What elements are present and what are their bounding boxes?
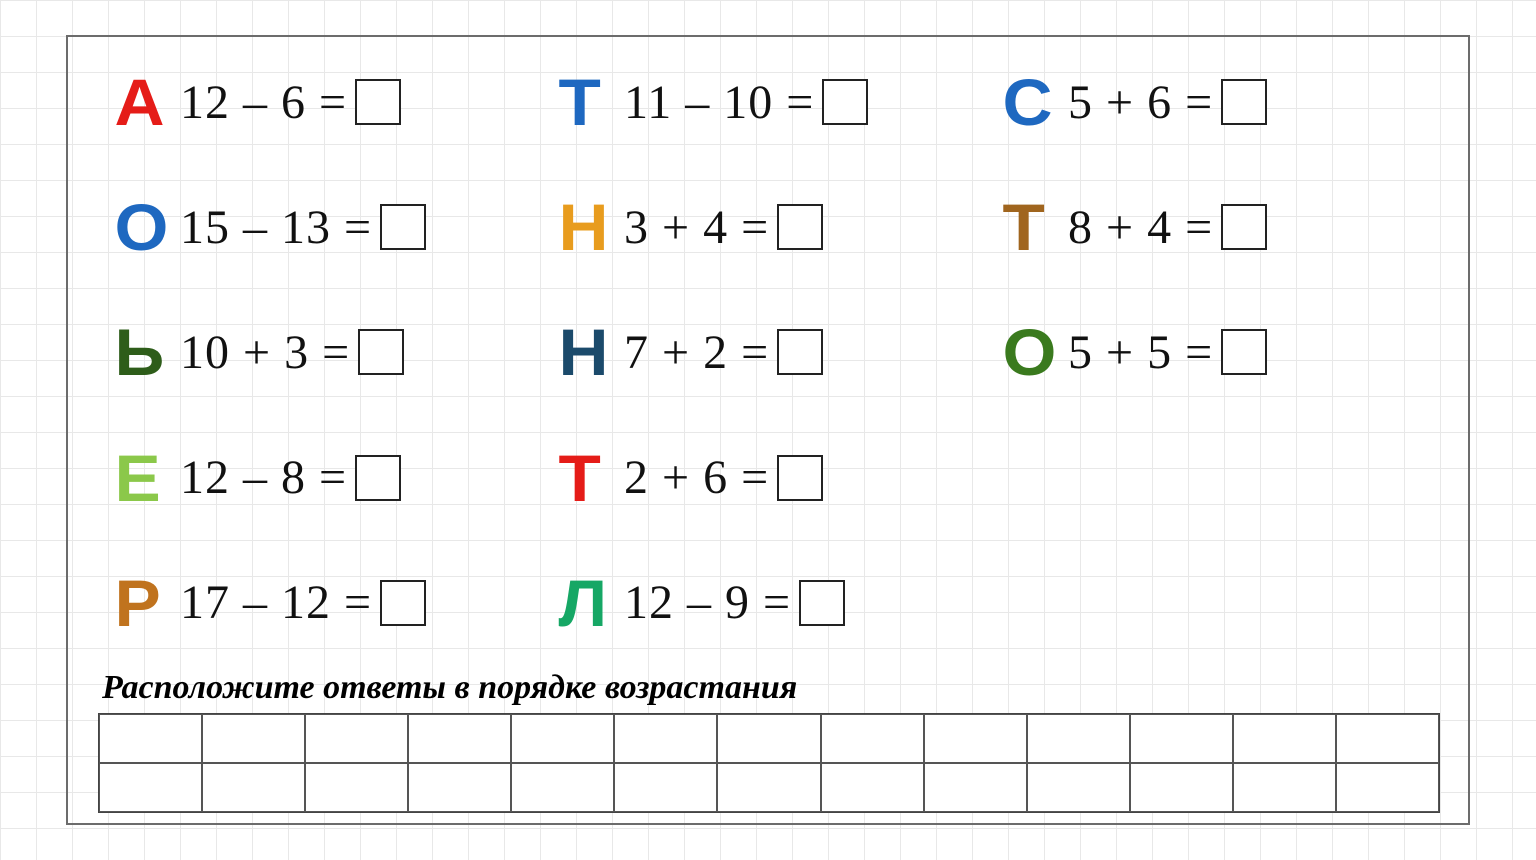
expression-text: 17 – 12 = [180, 575, 372, 630]
equation-cell: Ь10 + 3 = [116, 317, 550, 387]
equation-cell [1004, 443, 1438, 513]
letter-label: О [114, 194, 179, 260]
equation-cell: О15 – 13 = [116, 192, 550, 262]
equation-cell: Т8 + 4 = [1004, 192, 1438, 262]
answer-table-cell[interactable] [717, 714, 820, 763]
letter-label: Т [1002, 194, 1067, 260]
answer-table-cell[interactable] [1233, 714, 1336, 763]
expression-text: 12 – 8 = [180, 450, 347, 505]
expression-text: 2 + 6 = [624, 450, 769, 505]
answer-table-cell[interactable] [1233, 763, 1336, 812]
answer-box[interactable] [355, 79, 401, 125]
answer-box[interactable] [777, 329, 823, 375]
answer-table[interactable] [98, 713, 1440, 813]
answer-table-cell[interactable] [511, 763, 614, 812]
answer-table-cell[interactable] [1336, 714, 1439, 763]
worksheet-frame: А12 – 6 =Т11 – 10 =С5 + 6 =О15 – 13 =Н3 … [66, 35, 1470, 825]
expression-text: 12 – 9 = [624, 575, 791, 630]
answer-box[interactable] [822, 79, 868, 125]
equation-cell: Р17 – 12 = [116, 568, 550, 638]
letter-label: Р [114, 570, 179, 636]
letter-label: Т [558, 69, 623, 135]
answer-box[interactable] [1221, 204, 1267, 250]
letter-label: Н [558, 194, 623, 260]
expression-text: 5 + 6 = [1068, 75, 1213, 130]
letter-label: Е [114, 445, 179, 511]
expression-text: 8 + 4 = [1068, 200, 1213, 255]
expression-text: 10 + 3 = [180, 325, 350, 380]
equation-cell [1004, 568, 1438, 638]
answer-table-cell[interactable] [1027, 714, 1130, 763]
answer-table-cell[interactable] [1130, 714, 1233, 763]
answer-box[interactable] [799, 580, 845, 626]
answer-table-cell[interactable] [202, 714, 305, 763]
answer-table-cell[interactable] [1027, 763, 1130, 812]
answer-table-cell[interactable] [614, 714, 717, 763]
equation-cell: А12 – 6 = [116, 67, 550, 137]
answer-table-cell[interactable] [202, 763, 305, 812]
equation-cell: Т11 – 10 = [560, 67, 994, 137]
equations-grid: А12 – 6 =Т11 – 10 =С5 + 6 =О15 – 13 =Н3 … [98, 67, 1438, 647]
letter-label: Т [558, 445, 623, 511]
answer-box[interactable] [1221, 329, 1267, 375]
expression-text: 15 – 13 = [180, 200, 372, 255]
answer-table-cell[interactable] [99, 763, 202, 812]
answer-table-cell[interactable] [821, 714, 924, 763]
letter-label: О [1002, 319, 1067, 385]
equation-cell: Е12 – 8 = [116, 443, 550, 513]
equation-cell: О5 + 5 = [1004, 317, 1438, 387]
expression-text: 12 – 6 = [180, 75, 347, 130]
answer-table-cell[interactable] [614, 763, 717, 812]
expression-text: 7 + 2 = [624, 325, 769, 380]
answer-box[interactable] [380, 580, 426, 626]
letter-label: С [1002, 69, 1067, 135]
answer-table-cell[interactable] [924, 714, 1027, 763]
expression-text: 11 – 10 = [624, 75, 814, 130]
letter-label: Л [558, 570, 623, 636]
letter-label: Н [558, 319, 623, 385]
answer-table-cell[interactable] [408, 763, 511, 812]
answer-table-cell[interactable] [924, 763, 1027, 812]
answer-table-cell[interactable] [511, 714, 614, 763]
answer-table-cell[interactable] [717, 763, 820, 812]
letter-label: Ь [114, 319, 179, 385]
equation-cell: Н7 + 2 = [560, 317, 994, 387]
equation-cell: Н3 + 4 = [560, 192, 994, 262]
answer-table-cell[interactable] [1130, 763, 1233, 812]
answer-table-cell[interactable] [99, 714, 202, 763]
answer-box[interactable] [1221, 79, 1267, 125]
answer-table-cell[interactable] [821, 763, 924, 812]
answer-box[interactable] [355, 455, 401, 501]
answer-table-cell[interactable] [408, 714, 511, 763]
equation-cell: С5 + 6 = [1004, 67, 1438, 137]
instruction-text: Расположите ответы в порядке возрастания [98, 669, 1438, 707]
answer-box[interactable] [358, 329, 404, 375]
equation-cell: Л12 – 9 = [560, 568, 994, 638]
answer-table-cell[interactable] [305, 714, 408, 763]
answer-box[interactable] [777, 204, 823, 250]
expression-text: 5 + 5 = [1068, 325, 1213, 380]
expression-text: 3 + 4 = [624, 200, 769, 255]
answer-box[interactable] [380, 204, 426, 250]
answer-box[interactable] [777, 455, 823, 501]
answer-table-cell[interactable] [1336, 763, 1439, 812]
equation-cell: Т2 + 6 = [560, 443, 994, 513]
letter-label: А [114, 69, 179, 135]
answer-table-cell[interactable] [305, 763, 408, 812]
